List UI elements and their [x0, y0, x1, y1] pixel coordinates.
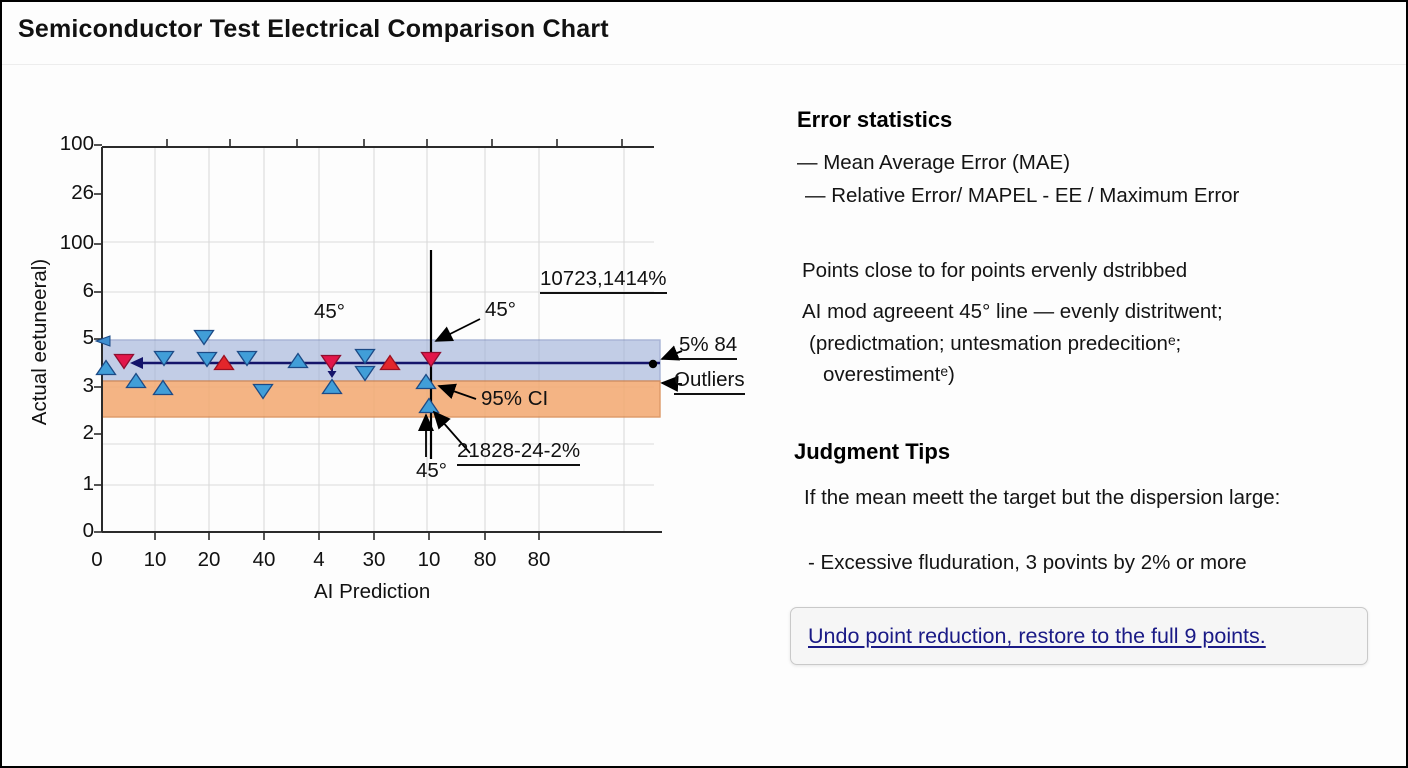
y-tick-label: 2: [82, 421, 94, 444]
actual-triangle-down-marker: [354, 348, 376, 365]
actual-triangle-up-marker: [415, 373, 437, 390]
chart-annotation-0: 45°: [314, 300, 346, 323]
note-agreement-line: AI mod agreeent 45° line — evenly distri…: [802, 300, 1223, 323]
chart-annotation-5: 45°: [416, 459, 448, 482]
annotation-arrow: [434, 318, 481, 342]
y-tick-label: 6: [82, 279, 94, 302]
y-tick-label: 0: [82, 519, 94, 542]
actual-triangle-up-marker: [95, 359, 117, 376]
actual-triangle-up-marker: [287, 352, 309, 369]
chart-annotation-6: 5% 84: [679, 333, 738, 360]
annotation-arrow: [432, 410, 471, 454]
x-tick-label: 20: [197, 548, 221, 571]
chart-canvas: [94, 139, 683, 540]
confidence-band-blue: [101, 339, 661, 382]
annotation-arrow: [437, 383, 477, 400]
navy-down-arrowhead: [327, 371, 337, 378]
x-tick-label: 4: [313, 548, 325, 571]
chart-annotation-7: Outliers: [674, 368, 745, 395]
judgment-condition: If the mean meett the target but the dis…: [804, 486, 1281, 509]
note-points-distribution: Points close to for points ervenly dstri…: [802, 259, 1188, 282]
judgment-tips-heading: Judgment Tips: [794, 439, 951, 464]
x-tick-label: 10: [143, 548, 167, 571]
header: Semiconductor Test Electrical Comparison…: [2, 2, 1406, 65]
x-tick-label: 30: [362, 548, 386, 571]
actual-triangle-down-marker: [193, 329, 215, 346]
chart-annotation-2: 10723,1414%: [540, 267, 667, 294]
y-tick-label: 1: [82, 472, 94, 495]
y-tick-label: 100: [59, 132, 94, 155]
actual-triangle-down-marker: [153, 350, 175, 367]
prediction-triangle-up-marker: [379, 354, 401, 371]
actual-triangle-down-marker: [196, 351, 218, 368]
chart-annotation-4: 21828-24-2%: [457, 439, 581, 466]
undo-link-box[interactable]: Undo point reduction, restore to the ful…: [790, 607, 1368, 665]
note-prediction-terms: (predictmation; untesmation predecitionᵉ…: [809, 332, 1182, 355]
y-tick-label: 100: [59, 231, 94, 254]
annotation-arrow: [660, 375, 683, 392]
y-tick-label: 3: [82, 374, 94, 397]
annotation-arrow: [660, 345, 683, 361]
x-axis-title: AI Prediction: [314, 580, 431, 603]
actual-triangle-down-marker: [236, 350, 258, 367]
x-tick-label: 40: [252, 548, 276, 571]
actual-triangle-down-marker: [354, 365, 376, 382]
mean-line-arrowhead: [130, 357, 143, 369]
chart-annotation-1: 45°: [485, 298, 517, 321]
band-edge-dot: [648, 359, 658, 369]
confidence-band-orange: [101, 380, 661, 418]
band-left-arrow: [94, 335, 111, 347]
note-overestimate: overestimentᵉ): [823, 363, 955, 386]
prediction-triangle-down-marker: [320, 354, 342, 371]
x-tick-label: 0: [91, 548, 103, 571]
x-tick-label: 80: [527, 548, 551, 571]
chart-annotation-3: 95% CI: [481, 387, 549, 410]
page-title: Semiconductor Test Electrical Comparison…: [18, 15, 609, 43]
actual-triangle-down-marker: [252, 383, 274, 400]
actual-triangle-up-marker: [321, 378, 343, 395]
stat-mae: — Mean Average Error (MAE): [797, 151, 1071, 174]
y-tick-label: 5: [82, 326, 94, 349]
prediction-triangle-up-marker: [213, 354, 235, 371]
undo-point-reduction-link[interactable]: Undo point reduction, restore to the ful…: [808, 623, 1266, 648]
y-tick-label: 26: [71, 181, 94, 204]
error-statistics-heading: Error statistics: [797, 107, 953, 132]
prediction-triangle-down-marker: [113, 353, 135, 370]
actual-triangle-up-marker: [152, 379, 174, 396]
x-tick-label: 10: [417, 548, 441, 571]
stat-relative-error: — Relative Error/ MAPEL - EE / Maximum E…: [805, 184, 1240, 207]
judgment-bullet: - Excessive fluduration, 3 povints by 2%…: [808, 551, 1247, 574]
actual-triangle-up-marker: [418, 397, 440, 414]
y-axis-title: Actual eetuneeral): [28, 258, 51, 426]
actual-triangle-up-marker: [125, 372, 147, 389]
prediction-triangle-down-marker: [420, 351, 442, 368]
x-tick-label: 80: [473, 548, 497, 571]
